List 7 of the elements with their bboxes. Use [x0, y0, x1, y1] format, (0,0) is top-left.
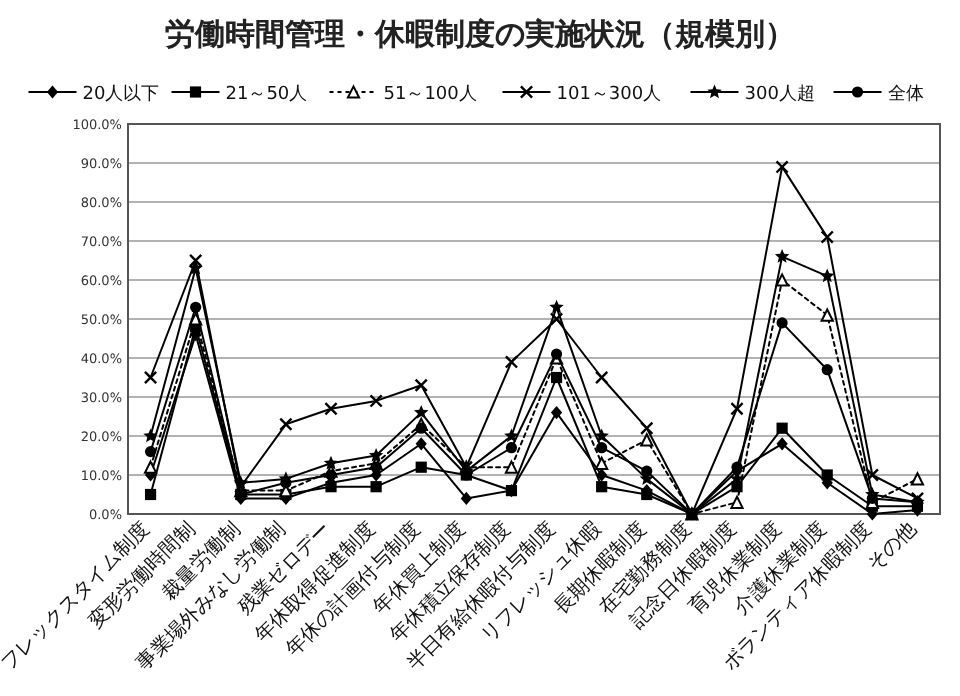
legend-label: 300人超	[744, 83, 815, 105]
legend-label: 21～50人	[225, 83, 308, 105]
legend-label: 101～300人	[556, 83, 662, 105]
legend-label: 51～100人	[383, 83, 477, 105]
chart-title: 労働時間管理・休暇制度の実施状況（規模別）	[165, 16, 795, 52]
legend-label: 全体	[887, 83, 924, 105]
legend-label: 20人以下	[82, 83, 160, 105]
